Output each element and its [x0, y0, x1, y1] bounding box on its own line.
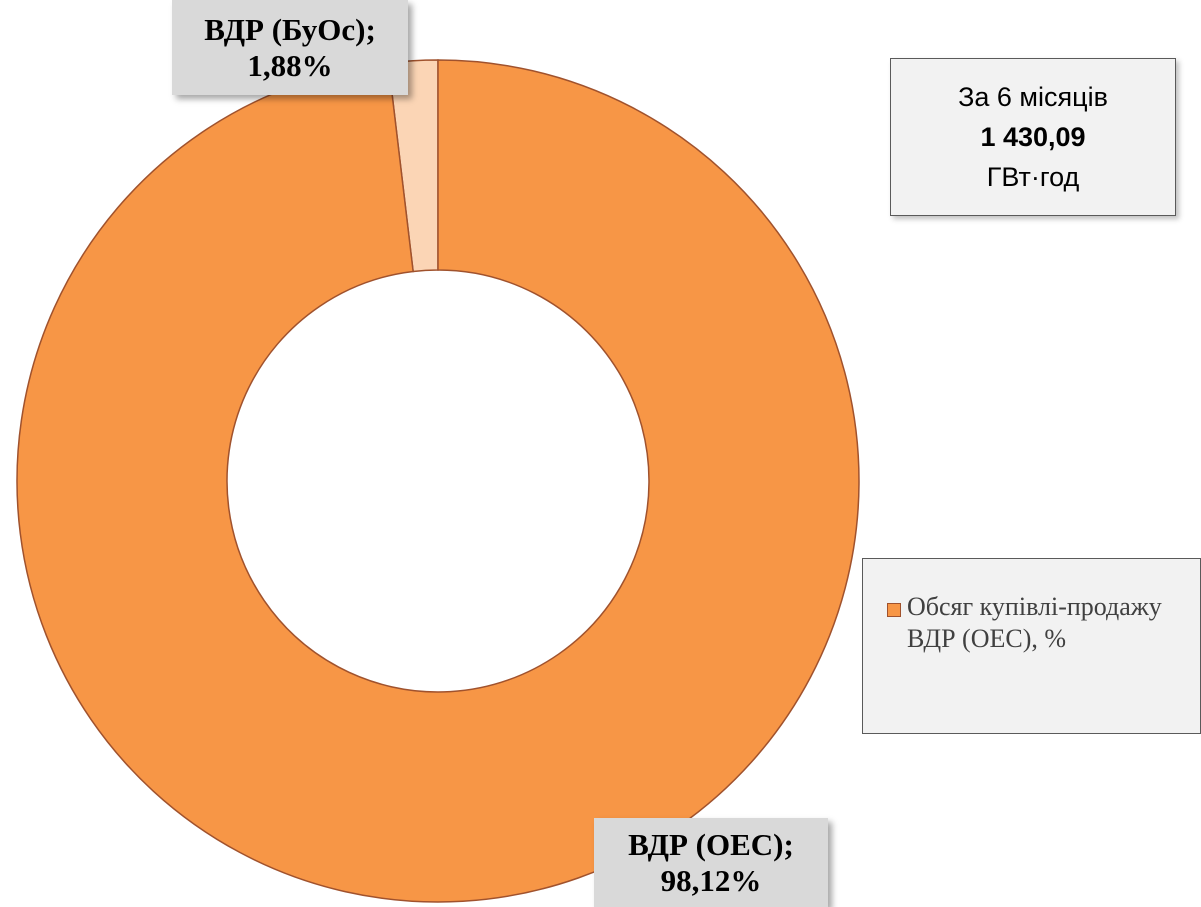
total-annotation-value: 1 430,09 — [980, 122, 1086, 152]
total-annotation: За 6 місяців 1 430,09 ГВт·год — [890, 58, 1176, 216]
data-label-oes: ВДР (ОЕС); 98,12% — [594, 818, 828, 907]
donut-slice-oes — [16, 59, 860, 903]
data-label-buos-value: 1,88% — [247, 47, 333, 83]
legend-entry-oes: Обсяг купівлі-продажу ВДР (ОЕС), % — [907, 592, 1162, 653]
data-label-oes-value: 98,12% — [660, 862, 762, 898]
legend-swatch-oes — [887, 603, 901, 617]
data-label-buos-series: ВДР (БуОс); — [204, 11, 376, 47]
data-label-buos: ВДР (БуОс); 1,88% — [172, 0, 408, 95]
data-label-oes-series: ВДР (ОЕС); — [628, 826, 794, 862]
legend: Обсяг купівлі-продажу ВДР (ОЕС), % — [862, 558, 1201, 734]
total-annotation-unit: ГВт·год — [986, 162, 1080, 192]
total-annotation-period: За 6 місяців — [958, 82, 1108, 112]
